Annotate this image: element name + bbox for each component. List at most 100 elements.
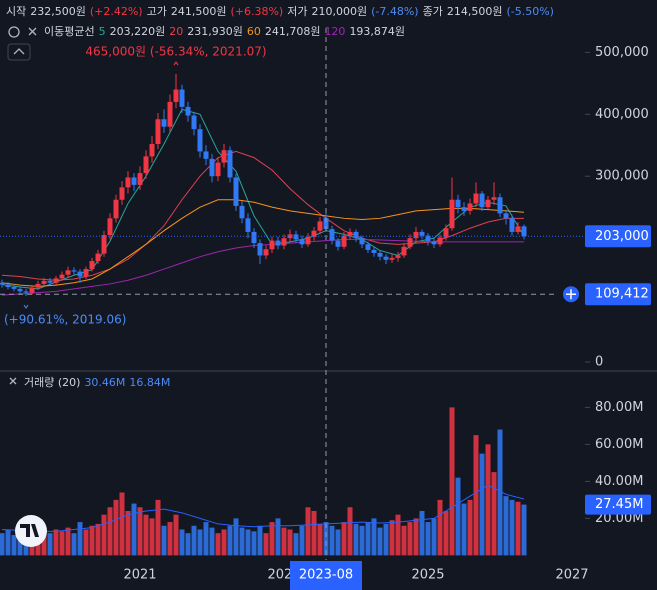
candle-body — [245, 218, 251, 232]
volume-bar — [179, 529, 185, 556]
candle-body — [323, 218, 329, 230]
volume-bar — [515, 501, 521, 556]
legend-label: 저가 — [287, 5, 307, 18]
volume-bar — [197, 529, 203, 556]
volume-legend-value: 30.46M — [84, 376, 125, 389]
volume-bar — [83, 529, 89, 556]
legend-label: 고가 — [147, 5, 167, 18]
volume-bar — [299, 525, 305, 556]
candle-body — [35, 283, 41, 288]
volume-bar — [389, 520, 395, 556]
legend-label: 종가 — [423, 5, 443, 18]
candle-body — [413, 231, 419, 239]
volume-bar — [479, 453, 485, 556]
collapse-button[interactable] — [7, 43, 31, 61]
candle-body — [209, 158, 215, 177]
candle-body — [257, 243, 263, 256]
candle-body — [59, 274, 65, 279]
volume-tick-label: 60.00M — [595, 437, 643, 452]
volume-bar — [191, 525, 197, 556]
candle-body — [455, 199, 461, 208]
volume-bar — [251, 531, 257, 556]
volume-bar — [521, 504, 527, 556]
collapse-icon — [13, 48, 25, 55]
ma-icons[interactable] — [8, 26, 37, 38]
volume-bar — [107, 507, 113, 556]
candle-body — [77, 271, 83, 277]
candle-body — [401, 246, 407, 256]
candle-body — [473, 193, 479, 204]
volume-bar — [413, 518, 419, 556]
volume-bar — [125, 510, 131, 556]
volume-bar — [365, 522, 371, 556]
candle-body — [215, 162, 221, 177]
candle-body — [53, 278, 59, 283]
volume-bar — [89, 525, 95, 556]
legend-change: (+2.42%) — [90, 5, 143, 18]
volume-bar — [491, 472, 497, 556]
volume-bar — [53, 529, 59, 556]
candle-body — [251, 231, 257, 244]
volume-last-label: 27.45M — [595, 497, 643, 512]
candle-body — [479, 193, 485, 208]
volume-bar — [113, 499, 119, 556]
volume-bar — [59, 531, 65, 556]
volume-bar — [395, 514, 401, 556]
candle-body — [419, 231, 425, 236]
volume-close-icon[interactable] — [9, 377, 17, 385]
x-tick-label: 2025 — [411, 568, 444, 583]
volume-bar — [17, 531, 23, 556]
legend-value: 214,500원 — [447, 5, 503, 18]
volume-bar — [65, 527, 71, 556]
volume-bar — [11, 535, 17, 556]
volume-bar — [347, 507, 353, 556]
volume-bar — [137, 507, 143, 556]
legend-value: 210,000원 — [311, 5, 367, 18]
last-price-label: 203,000 — [595, 229, 649, 244]
crosshair-date-label: 2023-08 — [299, 568, 353, 583]
candle-body — [365, 244, 371, 250]
ma-title: 이동평균선 — [44, 25, 95, 38]
candle-body — [395, 255, 401, 258]
candle-body — [305, 236, 311, 245]
peak-marker — [173, 61, 179, 66]
candle-body — [377, 252, 383, 257]
ma-legend-name: 5 — [99, 25, 106, 38]
candle-body — [131, 177, 137, 185]
candle-body — [113, 199, 119, 219]
volume-bar — [209, 527, 215, 556]
candle-body — [95, 253, 101, 262]
candle-body — [161, 119, 167, 127]
volume-legend-value: 16.84M — [129, 376, 170, 389]
volume-bar — [449, 407, 455, 556]
ma-line — [1, 238, 525, 296]
candle-body — [65, 270, 71, 275]
candle-body — [425, 235, 431, 242]
volume-bar — [407, 522, 413, 556]
candle-body — [179, 89, 185, 107]
candle-body — [101, 235, 107, 254]
volume-title: 거래량 (20) — [24, 376, 80, 389]
add-icon — [566, 289, 576, 300]
volume-bar — [101, 514, 107, 556]
volume-bar — [77, 522, 83, 556]
candle-body — [521, 226, 527, 237]
volume-bar — [377, 527, 383, 556]
candle-body — [353, 231, 359, 239]
volume-bar — [41, 535, 47, 556]
candle-body — [407, 238, 413, 247]
legend-label: 시작 — [6, 5, 26, 18]
candle-body — [29, 287, 35, 293]
legend-value: 241,500원 — [171, 5, 227, 18]
volume-bar — [149, 518, 155, 556]
candle-body — [461, 207, 467, 211]
ma-legend-value: 193,874원 — [349, 25, 405, 38]
volume-bar — [323, 522, 329, 556]
candle-body — [431, 241, 437, 245]
candle-body — [137, 173, 143, 185]
volume-bar — [173, 514, 179, 556]
candle-body — [317, 221, 323, 231]
candle-body — [467, 203, 473, 211]
candle-body — [23, 291, 29, 293]
